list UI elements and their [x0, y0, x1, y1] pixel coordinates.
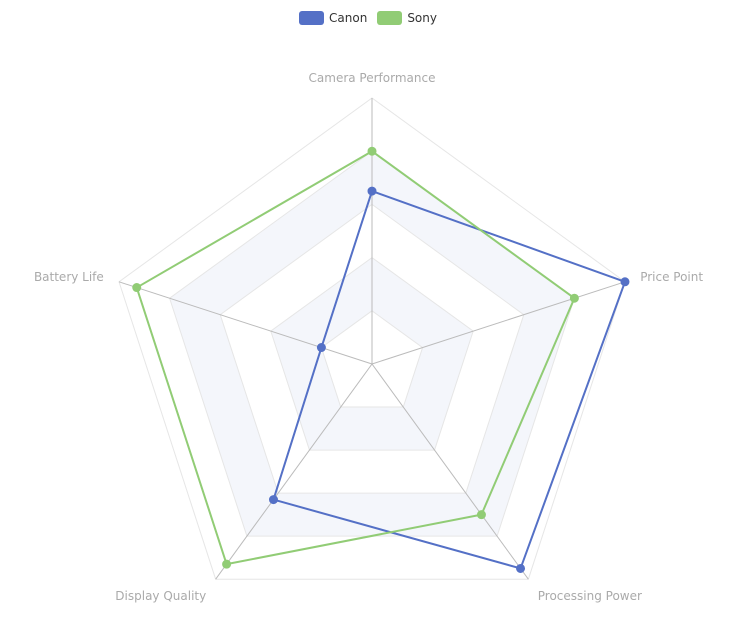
series-point-canon-4: [316, 343, 326, 353]
radar-axis-line-1: [371, 281, 626, 365]
series-line-canon: [272, 190, 626, 570]
series-point-canon-2: [516, 563, 526, 573]
chart-legend: Canon Sony: [0, 11, 736, 25]
series-line-sony: [135, 150, 576, 566]
radar-axis-label-4: Battery Life: [34, 270, 104, 284]
legend-swatch-canon: [299, 11, 325, 25]
legend-item-canon[interactable]: Canon: [299, 11, 367, 25]
radar-axis-line-3: [215, 363, 373, 580]
radar-axis-label-3: Display Quality: [115, 589, 206, 603]
radar-axis-line-4: [118, 281, 373, 365]
series-point-canon-0: [367, 186, 377, 196]
series-point-sony-0: [367, 146, 377, 156]
series-point-sony-2: [476, 510, 486, 520]
radar-axis-line-2: [371, 363, 529, 580]
legend-label-sony: Sony: [407, 11, 437, 25]
radar-axis-label-2: Processing Power: [538, 589, 642, 603]
legend-swatch-sony: [377, 11, 403, 25]
radar-axis-label-0: Camera Performance: [309, 71, 436, 85]
series-point-sony-1: [569, 293, 579, 303]
series-point-sony-3: [222, 559, 232, 569]
radar-axis-label-1: Price Point: [640, 270, 703, 284]
series-point-canon-1: [620, 277, 630, 287]
series-point-canon-3: [268, 495, 278, 505]
legend-item-sony[interactable]: Sony: [377, 11, 437, 25]
series-point-sony-4: [132, 283, 142, 293]
legend-label-canon: Canon: [329, 11, 368, 25]
